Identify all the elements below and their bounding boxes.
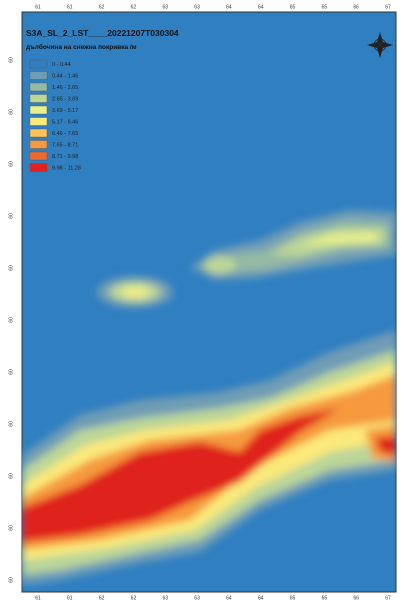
bottom-tick-label: 62 bbox=[99, 595, 105, 601]
top-tick-label: 66 bbox=[353, 4, 359, 10]
north-arrow bbox=[367, 32, 393, 58]
bottom-tick-label: 66 bbox=[353, 595, 359, 601]
top-tick-label: 65 bbox=[322, 4, 328, 10]
legend-swatch bbox=[29, 105, 48, 115]
legend-label: 6.46 - 7.65 bbox=[52, 131, 78, 137]
legend-label: 3.69 - 5.17 bbox=[52, 108, 78, 114]
legend-label: 7.65 - 8.71 bbox=[52, 142, 78, 148]
bottom-tick-label: 63 bbox=[162, 595, 168, 601]
legend: 0 - 0.44 0.44 - 1.46 1.46 - 2.65 2.65 - 3.6… bbox=[29, 59, 81, 172]
legend-swatch bbox=[29, 82, 48, 92]
legend-label: 5.17 - 6.46 bbox=[52, 119, 78, 125]
bottom-tick-label: 65 bbox=[290, 595, 296, 601]
top-tick-label: 61 bbox=[67, 4, 73, 10]
top-tick-label: 64 bbox=[226, 4, 232, 10]
legend-swatch bbox=[29, 71, 48, 80]
left-tick-label: 60 bbox=[8, 577, 14, 583]
top-tick-label: 61 bbox=[35, 4, 41, 10]
top-tick-label: 62 bbox=[99, 4, 105, 10]
left-tick-label: 60 bbox=[8, 369, 14, 375]
legend-swatch bbox=[29, 117, 48, 126]
left-tick-label: 60 bbox=[8, 317, 14, 323]
bottom-tick-label: 64 bbox=[258, 595, 264, 601]
bottom-tick-label: 65 bbox=[322, 595, 328, 601]
bottom-tick-label: 64 bbox=[226, 595, 232, 601]
legend-swatch bbox=[29, 163, 48, 172]
left-tick-label: 60 bbox=[8, 213, 14, 219]
top-tick-label: 63 bbox=[162, 4, 168, 10]
left-tick-label: 60 bbox=[8, 473, 14, 479]
legend-swatch bbox=[29, 59, 48, 69]
legend-label: 2.65 - 3.69 bbox=[52, 96, 78, 102]
left-tick-label: 60 bbox=[8, 109, 14, 115]
legend-label: 8.71 - 9.98 bbox=[52, 154, 78, 160]
ticks: 61 61 62 62 63 63 64 64 65 65 66 67 61 61 62 62 63 63 64 64… bbox=[8, 4, 391, 601]
bottom-tick-label: 62 bbox=[131, 595, 137, 601]
left-tick-label: 60 bbox=[8, 265, 14, 271]
legend-swatch bbox=[29, 128, 48, 138]
bottom-tick-label: 61 bbox=[67, 595, 73, 601]
top-tick-label: 65 bbox=[290, 4, 296, 10]
map-title: S3A_SL_2_LST____20221207T030304 bbox=[26, 28, 179, 38]
left-tick-label: 60 bbox=[8, 421, 14, 427]
bottom-tick-label: 61 bbox=[35, 595, 41, 601]
legend-swatch bbox=[29, 94, 48, 103]
top-tick-label: 67 bbox=[385, 4, 391, 10]
legend-label: 0 - 0.44 bbox=[52, 62, 71, 68]
legend-title: дълбочина на снежна покривка /м bbox=[26, 43, 137, 51]
top-tick-label: 63 bbox=[194, 4, 200, 10]
snow-depth-surface bbox=[22, 210, 396, 585]
bottom-tick-label: 63 bbox=[194, 595, 200, 601]
legend-label: 1.46 - 2.65 bbox=[52, 85, 78, 91]
top-tick-label: 62 bbox=[131, 4, 137, 10]
legend-swatch bbox=[29, 151, 48, 161]
top-tick-label: 64 bbox=[258, 4, 264, 10]
legend-swatch bbox=[29, 140, 48, 149]
legend-label: 0.44 - 1.46 bbox=[52, 73, 78, 79]
left-tick-label: 60 bbox=[8, 161, 14, 167]
legend-label: 9.98 - 11.28 bbox=[52, 165, 81, 171]
left-tick-label: 60 bbox=[8, 57, 14, 63]
left-tick-label: 60 bbox=[8, 525, 14, 531]
bottom-tick-label: 67 bbox=[385, 595, 391, 601]
